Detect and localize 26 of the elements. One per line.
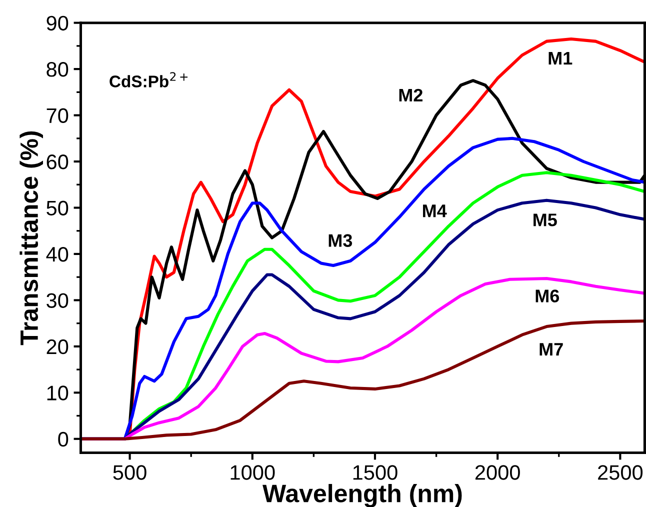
line-series (80, 319, 645, 440)
y-tick-label: 10 (47, 386, 68, 400)
series-label: M2 (399, 88, 422, 102)
y-tick-label: 30 (46, 293, 68, 308)
series-label: M3 (328, 234, 352, 247)
x-axis-title: Wavelength (nm) (262, 484, 462, 507)
x-tick-label: 1500 (353, 465, 398, 480)
y-tick-label: 0 (58, 432, 68, 447)
x-tick-label: 500 (113, 465, 146, 480)
y-tick-label: 40 (46, 246, 68, 262)
y-tick-label: 90 (46, 16, 68, 31)
series-label: M5 (534, 214, 557, 226)
y-axis-title: Transmittance (%) (20, 131, 43, 346)
series-label: M6 (536, 290, 560, 302)
x-tick-label: 2500 (598, 465, 643, 480)
series-label: M1 (548, 52, 572, 64)
y-tick-label: 60 (46, 154, 68, 170)
series-label: M4 (423, 204, 447, 218)
series-label: M7 (540, 343, 563, 356)
annotation: CdS:Pb$^{2+}$ (110, 72, 188, 88)
y-tick-label: 80 (46, 62, 68, 77)
x-tick-label: 2000 (475, 465, 520, 480)
x-tick-label: 1000 (230, 465, 275, 480)
y-tick-label: 50 (46, 200, 68, 216)
y-tick-label: 20 (46, 339, 68, 354)
y-tick-label: 70 (46, 108, 68, 124)
